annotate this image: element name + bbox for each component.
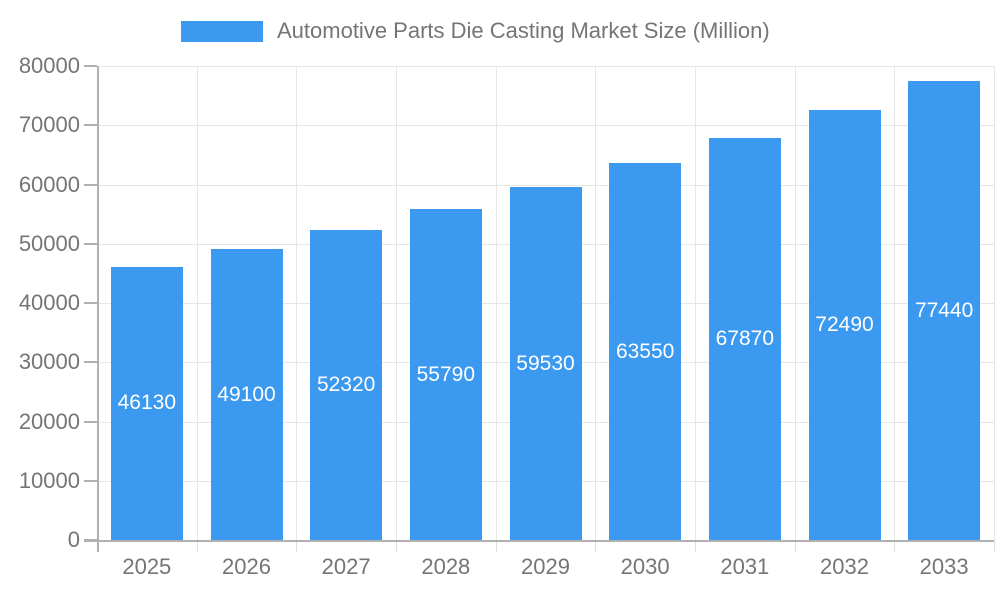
bar[interactable] [908,81,981,540]
y-axis-tick [84,361,97,364]
bar[interactable] [609,163,682,540]
x-axis-tick [495,540,497,552]
bar[interactable] [409,209,482,540]
x-axis-tick [396,540,397,552]
y-axis-label: 40000 [18,290,80,315]
bar-value-label: 46130 [117,391,177,415]
y-axis-label: 10000 [18,467,80,493]
y-axis-label: 0 [67,527,80,552]
bar-value-label: 67870 [715,326,775,350]
y-axis-tick [84,124,97,127]
bar-value-label: 55790 [416,362,476,386]
legend-swatch [181,20,263,42]
y-axis-label: 60000 [18,171,80,197]
legend-label: Automotive Parts Die Casting Market Size… [277,18,770,43]
x-axis-line [84,540,994,542]
plot-area: 0 10000 20000 30000 40000 50000 60000 70000 8000… [19,53,995,579]
bar[interactable] [110,266,183,540]
x-axis-tick [994,540,995,552]
x-axis-tick [196,540,198,552]
y-axis-label: 70000 [18,112,80,138]
x-axis-tick [794,540,796,552]
y-axis-label: 30000 [18,349,80,375]
x-axis-label: 2030 [620,554,670,579]
x-axis-tick [595,540,597,552]
y-axis-label: 50000 [18,230,80,256]
legend[interactable]: Automotive Parts Die Casting Market Size… [181,18,770,44]
x-axis-tick [695,540,696,552]
x-axis-label: 2031 [720,554,770,579]
bar[interactable] [708,137,781,540]
y-axis-tick [84,420,97,423]
y-axis-label: 80000 [18,53,80,78]
bar[interactable] [310,230,383,540]
bar-value-label: 77440 [914,298,974,322]
x-axis-label: 2026 [222,554,271,579]
x-axis-label: 2027 [321,554,371,579]
bar[interactable] [509,187,582,540]
y-axis-tick [84,242,97,245]
bar[interactable] [808,110,881,540]
bar[interactable] [210,249,283,540]
y-axis-tick [84,302,97,304]
gridline-vertical [994,66,995,540]
x-axis-label: 2028 [421,554,471,579]
x-axis-label: 2033 [919,554,969,579]
bar-value-label: 63550 [615,339,675,363]
y-axis-label: 20000 [18,408,80,434]
gridline-horizontal [97,125,994,127]
bar-value-label: 49100 [217,382,276,406]
gridline-horizontal [97,184,994,186]
y-axis-tick [84,183,97,186]
x-axis-label: 2025 [122,554,172,579]
x-axis-tick [894,540,896,552]
bar-value-label: 52320 [316,373,376,396]
gridline-horizontal [97,66,994,67]
y-axis-line [97,66,99,552]
bar-value-label: 72490 [815,313,874,337]
x-axis-label: 2029 [521,554,570,579]
x-axis-label: 2032 [820,554,869,579]
y-axis-tick [84,65,97,67]
bar-value-label: 59530 [516,351,575,375]
y-axis-tick [84,479,97,482]
x-axis-tick [296,540,298,552]
